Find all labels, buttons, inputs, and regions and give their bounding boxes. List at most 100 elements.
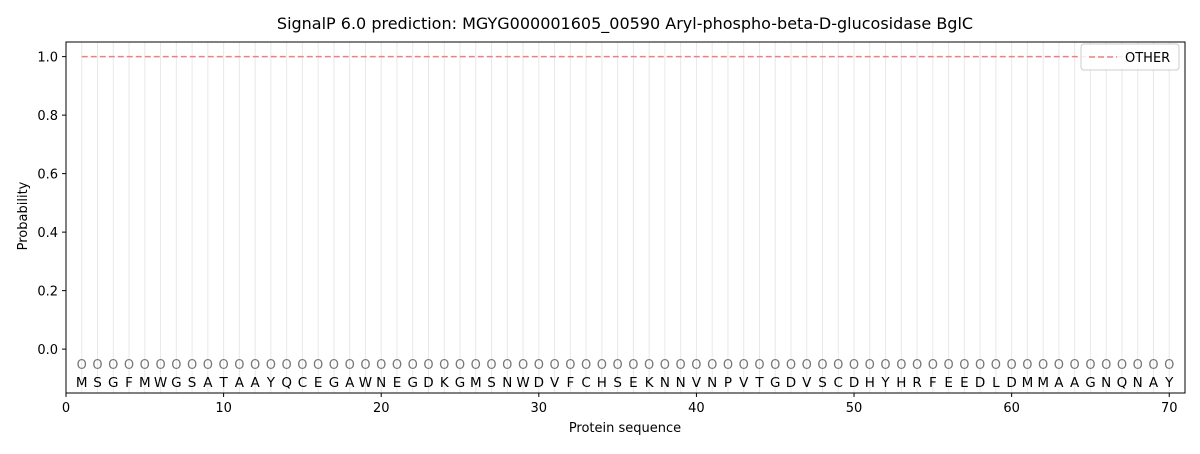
y-axis-label: Probability — [16, 181, 31, 250]
residue-label: K — [645, 375, 655, 391]
y-tick-label: 0.8 — [37, 109, 58, 124]
residue-label: H — [865, 375, 875, 391]
residue-label: G — [329, 375, 339, 391]
region-label: O — [628, 358, 638, 373]
residue-label: V — [550, 375, 560, 391]
y-tick-label: 0.2 — [37, 285, 58, 300]
region-label: O — [250, 358, 260, 373]
region-label: O — [880, 358, 890, 373]
x-tick-label: 60 — [1003, 401, 1020, 416]
region-label: O — [1070, 358, 1080, 373]
region-label: O — [77, 358, 87, 373]
residue-label: N — [676, 375, 686, 391]
residue-label: V — [692, 375, 702, 391]
residue-label: T — [218, 375, 228, 391]
region-label: O — [486, 358, 496, 373]
region-label: O — [534, 358, 544, 373]
residue-label: W — [154, 375, 167, 391]
region-label: O — [865, 358, 875, 373]
residue-label: M — [470, 375, 482, 391]
region-label: O — [565, 358, 575, 373]
residue-label: S — [818, 375, 827, 391]
residue-label: F — [125, 375, 133, 391]
residue-label: Y — [266, 375, 276, 391]
region-label: O — [613, 358, 623, 373]
region-label: O — [124, 358, 134, 373]
residue-label: C — [581, 375, 590, 391]
residue-label: Q — [281, 375, 292, 391]
residue-label: W — [516, 375, 529, 391]
x-tick-label: 40 — [688, 401, 705, 416]
residue-label: M — [139, 375, 151, 391]
residue-label: M — [76, 375, 88, 391]
residue-label: N — [660, 375, 670, 391]
residue-label: D — [423, 375, 433, 391]
residue-label: G — [108, 375, 118, 391]
region-label: O — [896, 358, 906, 373]
region-label: O — [991, 358, 1001, 373]
region-label: O — [739, 358, 749, 373]
region-label: O — [439, 358, 449, 373]
residue-label: C — [298, 375, 307, 391]
residue-label: A — [345, 375, 355, 391]
region-label: O — [1022, 358, 1032, 373]
residue-label: D — [849, 375, 859, 391]
region-label: O — [833, 358, 843, 373]
region-label: O — [234, 358, 244, 373]
residue-label: F — [929, 375, 937, 391]
residue-label: A — [203, 375, 213, 391]
residue-label: A — [251, 375, 261, 391]
region-label: O — [943, 358, 953, 373]
region-label: O — [455, 358, 465, 373]
region-label: O — [502, 358, 512, 373]
residue-label: E — [944, 375, 953, 391]
residue-label: T — [754, 375, 764, 391]
region-label: O — [691, 358, 701, 373]
region-label: O — [660, 358, 670, 373]
region-label: O — [360, 358, 370, 373]
region-label: O — [1007, 358, 1017, 373]
region-label: O — [975, 358, 985, 373]
plot-frame — [65, 41, 1186, 394]
residue-label: N — [376, 375, 386, 391]
x-tick-label: 10 — [215, 401, 232, 416]
residue-label: E — [314, 375, 323, 391]
residue-label: S — [93, 375, 102, 391]
region-label: O — [786, 358, 796, 373]
region-label: O — [218, 358, 228, 373]
residue-label: G — [1085, 375, 1095, 391]
x-tick-label: 0 — [62, 401, 70, 416]
region-label: O — [549, 358, 559, 373]
region-label: O — [849, 358, 859, 373]
y-tick-label: 0.4 — [37, 226, 58, 241]
residue-label: L — [992, 375, 1000, 391]
region-label: O — [707, 358, 717, 373]
residue-label: G — [770, 375, 780, 391]
region-label: O — [1133, 358, 1143, 373]
residue-label: E — [629, 375, 638, 391]
region-label: O — [423, 358, 433, 373]
region-label: O — [108, 358, 118, 373]
residue-label: A — [1054, 375, 1064, 391]
residue-label: E — [393, 375, 402, 391]
region-label: O — [1164, 358, 1174, 373]
region-label: O — [329, 358, 339, 373]
region-label: O — [345, 358, 355, 373]
region-label: O — [187, 358, 197, 373]
residue-label: N — [1101, 375, 1111, 391]
x-axis-label: Protein sequence — [569, 421, 681, 436]
x-tick-label: 30 — [531, 401, 548, 416]
residue-label: A — [1149, 375, 1159, 391]
region-label: O — [770, 358, 780, 373]
region-label: O — [1117, 358, 1127, 373]
residue-label: W — [359, 375, 372, 391]
legend: OTHER — [1080, 43, 1180, 71]
residue-label: D — [1006, 375, 1016, 391]
region-label: O — [518, 358, 528, 373]
region-label: O — [1101, 358, 1111, 373]
residue-label: G — [455, 375, 465, 391]
residue-label: V — [802, 375, 812, 391]
region-label: O — [581, 358, 591, 373]
legend-label: OTHER — [1125, 51, 1170, 66]
